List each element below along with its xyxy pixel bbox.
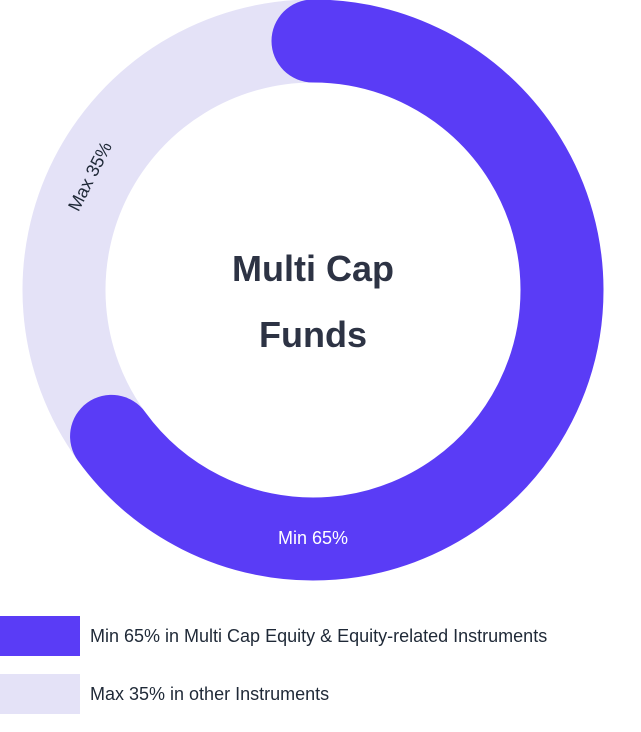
pie-slice <box>22 0 314 461</box>
legend-label: Min 65% in Multi Cap Equity & Equity-rel… <box>90 625 548 646</box>
legend: Min 65% in Multi Cap Equity & Equity-rel… <box>0 616 547 732</box>
legend-label: Max 35% in other Instruments <box>90 683 330 704</box>
legend-item: Max 35% in other Instruments <box>0 674 547 714</box>
pie-slice <box>70 0 604 581</box>
page: Min 65% Max 35% Multi Cap Funds Min 65% i… <box>0 0 604 714</box>
legend-item: Min 65% in Multi Cap Equity & Equity-rel… <box>0 616 547 656</box>
chart-title: Multi Cap Funds <box>232 248 394 355</box>
value-label: Min 65% <box>278 528 348 548</box>
legend-swatch <box>0 616 80 656</box>
legend-swatch <box>0 674 80 714</box>
chart: Min 65%Max 35% <box>22 0 604 581</box>
